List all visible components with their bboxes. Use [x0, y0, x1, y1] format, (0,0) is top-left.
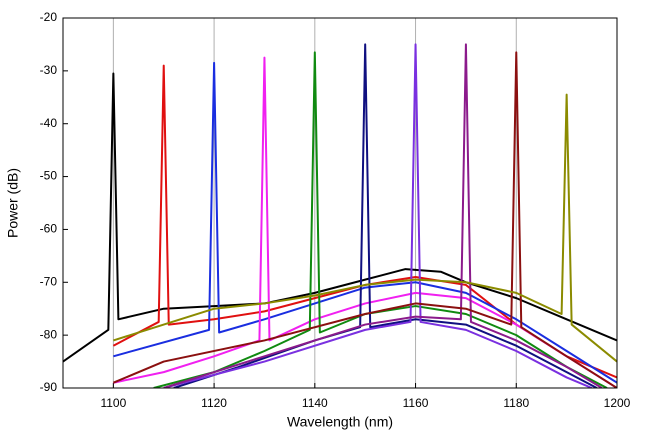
- plot-frame: [62, 17, 618, 389]
- series-line: [113, 93, 617, 363]
- y-tick-label: -40: [40, 116, 58, 130]
- y-tick-label: -60: [40, 222, 58, 236]
- series-line: [153, 51, 608, 388]
- x-tick-label: 1120: [201, 396, 227, 410]
- x-tick-label: 1180: [503, 396, 529, 410]
- series-line: [112, 51, 617, 388]
- y-tick-label: -50: [40, 169, 58, 183]
- x-tick-label: 1140: [302, 396, 328, 410]
- y-axis-title: Power (dB): [5, 168, 21, 238]
- x-axis-title: Wavelength (nm): [287, 414, 393, 430]
- y-tick-label: -30: [40, 63, 58, 77]
- series-line: [163, 43, 593, 388]
- y-tick-label: -70: [40, 274, 58, 288]
- y-tick-label: -80: [40, 327, 58, 341]
- y-tick-label: -20: [40, 10, 58, 24]
- series-line: [113, 56, 617, 388]
- y-tick-label: -90: [40, 380, 58, 394]
- x-tick-label: 1160: [403, 396, 429, 410]
- x-tick-label: 1200: [604, 396, 631, 410]
- x-tick-label: 1100: [100, 396, 126, 410]
- series-line: [63, 72, 617, 363]
- series-line: [113, 61, 617, 384]
- series-line: [163, 43, 603, 388]
